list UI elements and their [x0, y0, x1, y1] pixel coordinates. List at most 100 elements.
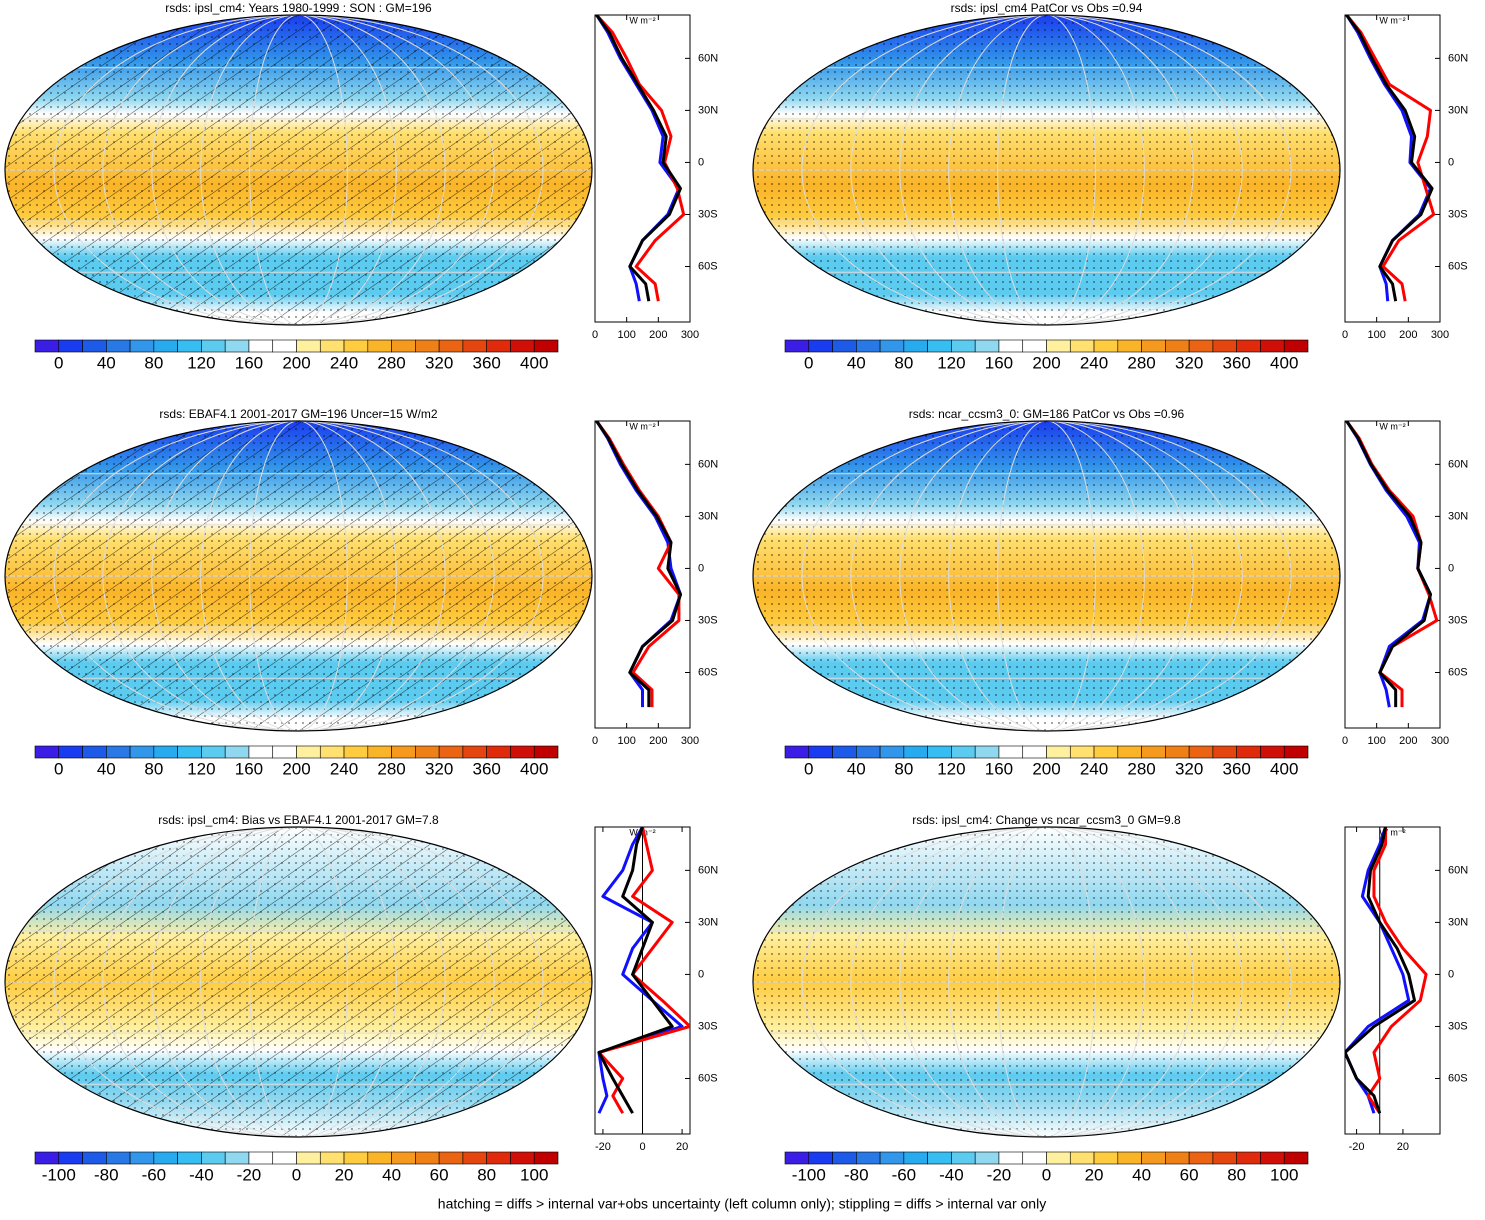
colorbar-label: 80 [144, 353, 163, 372]
colorbar-box [998, 339, 1024, 353]
colorbar-box [106, 745, 131, 759]
colorbar-label: 240 [1080, 759, 1108, 778]
y-tick-label: 60S [698, 1072, 718, 1084]
x-tick-label: 100 [617, 735, 635, 747]
colorbar-label: 100 [1270, 1165, 1298, 1184]
colorbar-label: 400 [520, 759, 548, 778]
colorbar-box [296, 1151, 321, 1165]
colorbar-box [34, 339, 60, 353]
colorbar-box [1093, 1151, 1119, 1165]
map-border [752, 420, 1341, 732]
colorbar-box [438, 745, 464, 759]
colorbar-box [296, 745, 321, 759]
colorbar-box [1283, 1151, 1309, 1165]
colorbar-label: 360 [1222, 353, 1250, 372]
colorbar-label: 400 [1270, 353, 1298, 372]
colorbar-label: -80 [94, 1165, 119, 1184]
x-tick-label: 0 [592, 735, 598, 747]
x-tick-label: -20 [1349, 1141, 1365, 1153]
colorbar-box [58, 745, 83, 759]
colorbar-box [319, 339, 345, 353]
colorbar-box [438, 339, 464, 353]
map [4, 420, 593, 732]
colorbar-label: 120 [937, 353, 965, 372]
zonal-profile: W m⁻² 0 100 200 300 60N 30N 0 30S 60S [592, 420, 718, 747]
colorbar-box [951, 1151, 976, 1165]
x-tick-label: 200 [1399, 735, 1417, 747]
colorbar-box [438, 1151, 464, 1165]
colorbar-box [1069, 339, 1095, 353]
map-title: rsds: ipsl_cm4: Change vs ncar_ccsm3_0 G… [912, 813, 1181, 827]
colorbar-box [533, 745, 559, 759]
zonal-profile: W m⁻² 0 100 200 300 60N 30N 0 30S 60S [1342, 14, 1468, 341]
colorbar-label: 80 [894, 353, 913, 372]
colorbar-label: -80 [844, 1165, 869, 1184]
colorbar-label: 320 [1175, 353, 1203, 372]
map [4, 14, 593, 326]
y-tick-label: 60N [698, 458, 718, 470]
footnote: hatching = diffs > internal var+obs unce… [438, 1196, 1046, 1212]
y-tick-label: 60S [1448, 666, 1468, 678]
x-tick-label: 100 [1367, 735, 1385, 747]
unit-label: W m⁻² [1379, 827, 1405, 837]
colorbar-box [296, 339, 321, 353]
colorbar-box [1188, 1151, 1214, 1165]
colorbar-box [486, 745, 511, 759]
colorbar-box [808, 745, 833, 759]
y-tick-label: 30N [1448, 104, 1468, 116]
colorbar-box [1046, 339, 1071, 353]
y-tick-label: 30S [698, 614, 718, 626]
colorbar-box [1165, 745, 1190, 759]
colorbar-box [272, 1151, 297, 1165]
zonal-profile: W m⁻² -20 20 60N 30N 0 30S 60S [1344, 826, 1468, 1153]
colorbar-label: 280 [1127, 759, 1155, 778]
colorbar-box [879, 1151, 905, 1165]
colorbar-box [1236, 1151, 1261, 1165]
colorbar-box [224, 1151, 250, 1165]
zonal-mean-line [1345, 827, 1417, 1114]
map-border [752, 826, 1341, 1138]
colorbar-box [391, 339, 416, 353]
colorbar-box [367, 1151, 392, 1165]
colorbar-label: 200 [1032, 759, 1060, 778]
colorbar-box [974, 339, 1000, 353]
x-tick-label: 300 [681, 735, 699, 747]
x-tick-label: -20 [595, 1141, 611, 1153]
colorbar-box [879, 339, 905, 353]
colorbar-label: 0 [1042, 1165, 1051, 1184]
y-tick-label: 30N [698, 510, 718, 522]
unit-label: W m⁻² [629, 15, 655, 25]
colorbar-label: 20 [1085, 1165, 1104, 1184]
colorbar-box [201, 745, 226, 759]
colorbar-box [248, 339, 274, 353]
y-tick-label: 30S [1448, 1020, 1468, 1032]
colorbar-box [856, 745, 881, 759]
colorbar-box [224, 339, 250, 353]
x-tick-label: 0 [639, 1141, 645, 1153]
colorbar-box [1165, 339, 1190, 353]
y-tick-label: 60S [1448, 260, 1468, 272]
colorbar-label: 360 [1222, 759, 1250, 778]
colorbar-box [129, 339, 155, 353]
x-tick-label: 0 [1342, 735, 1348, 747]
y-tick-label: 60N [1448, 52, 1468, 64]
x-tick-label: 20 [676, 1141, 688, 1153]
zonal-mean-line [597, 827, 674, 1114]
colorbar-box [510, 1151, 535, 1165]
y-tick-label: 60S [1448, 1072, 1468, 1084]
colorbar-box [1117, 339, 1142, 353]
colorbar-label: 320 [425, 759, 453, 778]
profile-frame [1344, 826, 1441, 1135]
zonal-mean-line [595, 421, 682, 708]
colorbar-label: 80 [1227, 1165, 1246, 1184]
zonal-mean-line [1345, 421, 1432, 708]
colorbar-box [34, 1151, 60, 1165]
colorbar-box [343, 339, 369, 353]
zonal-profile: W m⁻² 0 100 200 300 60N 30N 0 30S 60S [592, 14, 718, 341]
colorbar-label: 280 [377, 353, 405, 372]
zonal-profile: W m⁻² 0 100 200 300 60N 30N 0 30S 60S [1342, 420, 1468, 747]
colorbar-box [391, 745, 416, 759]
colorbar-box [808, 1151, 833, 1165]
